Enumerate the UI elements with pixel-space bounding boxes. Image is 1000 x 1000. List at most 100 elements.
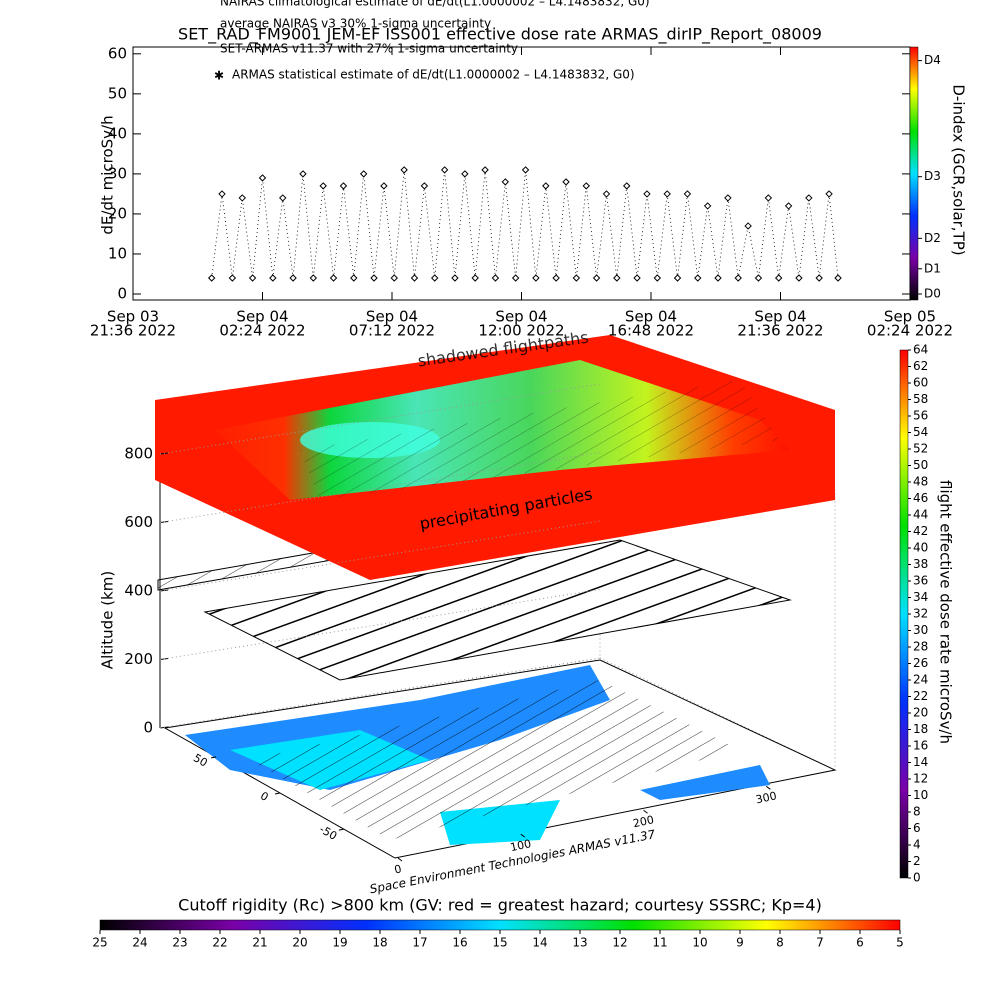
data-point xyxy=(582,182,590,190)
y-tick-label: 20 xyxy=(108,204,127,222)
data-point xyxy=(815,274,823,282)
colorbar-tick-label: 14 xyxy=(913,755,928,769)
data-point xyxy=(269,274,277,282)
data-point xyxy=(207,274,216,282)
data-point xyxy=(329,274,338,282)
rigidity-tick-label: 24 xyxy=(132,936,147,950)
colorbar-tick-label: 16 xyxy=(913,739,928,753)
data-point xyxy=(511,274,520,282)
data-point xyxy=(643,190,651,198)
data-point xyxy=(400,166,408,174)
data-point xyxy=(319,182,327,190)
series-line xyxy=(211,169,839,279)
colorbar-tick-label: 2 xyxy=(913,854,921,868)
colorbar-tick-label: 22 xyxy=(913,689,928,703)
data-point xyxy=(542,182,550,190)
z-tick-label: 800 xyxy=(124,445,153,463)
colorbar-tick-label: 52 xyxy=(913,442,928,456)
data-point xyxy=(218,190,226,198)
colorbar-tick-label: 18 xyxy=(913,722,928,736)
data-point xyxy=(521,166,530,174)
x-tick-label: 21:36 2022 xyxy=(737,322,823,340)
x-tick-label: 02:24 2022 xyxy=(219,322,305,340)
colorbar-tick-label: D0 xyxy=(924,286,941,300)
data-point xyxy=(370,274,378,282)
lon-tick-label: 300 xyxy=(755,789,778,806)
colorbar-tick-label: 0 xyxy=(913,871,921,885)
data-point xyxy=(673,274,682,282)
colorbar-tick-label: 36 xyxy=(913,574,928,588)
z-tick-label: 0 xyxy=(143,719,153,737)
lon-tick xyxy=(520,833,526,838)
rigidity-tick-label: 22 xyxy=(212,936,227,950)
data-point xyxy=(653,274,662,282)
data-point xyxy=(754,274,763,282)
data-point xyxy=(774,274,783,282)
colorbar-tick-label: 64 xyxy=(913,343,928,357)
lon-tick-label: 100 xyxy=(509,837,532,854)
surface-decoration xyxy=(155,335,837,859)
data-point xyxy=(359,170,368,178)
x-tick-label: Sep 04 xyxy=(366,308,418,326)
lon-tick-label: 0 xyxy=(393,862,403,876)
ground-track xyxy=(250,680,740,840)
x-tick-label: 16:48 2022 xyxy=(608,322,694,340)
colorbar-tick-label: 32 xyxy=(913,607,928,621)
rigidity-tick-label: 21 xyxy=(252,936,267,950)
y-tick-label: 0 xyxy=(117,284,127,302)
data-point xyxy=(602,190,611,198)
data-point xyxy=(663,190,671,198)
lat-tick xyxy=(274,792,281,795)
lon-tick xyxy=(643,809,648,814)
rigidity-tick-label: 18 xyxy=(372,936,387,950)
data-point xyxy=(420,182,429,190)
x-tick-label: Sep 04 xyxy=(236,308,288,326)
data-point xyxy=(350,274,358,282)
lat-tick-label: -50 xyxy=(317,823,339,843)
colorbar-tick-label: 6 xyxy=(913,821,921,835)
colorbar-tick-label: D4 xyxy=(924,53,941,67)
colorbar-tick-label: 12 xyxy=(913,772,928,786)
colorbar-label: D-index (GCR,solar,TP) xyxy=(950,84,968,255)
rigidity-tick-label: 8 xyxy=(776,936,784,950)
colorbar-tick-label: 8 xyxy=(913,805,921,819)
y-tick-label: 40 xyxy=(108,124,127,142)
rigidity-tick-label: 19 xyxy=(332,936,347,950)
y-tick-label: 30 xyxy=(108,164,127,182)
data-point xyxy=(834,274,842,282)
colorbar-tick-label: 28 xyxy=(913,640,928,654)
y-tick-label: 50 xyxy=(108,84,127,102)
data-point xyxy=(714,274,722,282)
rigidity-tick-label: 10 xyxy=(692,936,707,950)
y-axis-label: dE/dt microSv/h xyxy=(99,115,117,234)
data-point xyxy=(592,274,601,282)
x-tick-label: Sep 04 xyxy=(754,308,806,326)
colorbar-tick-label: 48 xyxy=(913,475,928,489)
x-tick-label: Sep 03 xyxy=(107,308,159,326)
x-tick-label: 12:00 2022 xyxy=(478,322,564,340)
colorbar-tick-label: 38 xyxy=(913,557,928,571)
colorbar-tick-label: 24 xyxy=(913,673,928,687)
data-point xyxy=(299,170,307,178)
rigidity-tick-label: 20 xyxy=(292,936,307,950)
data-point xyxy=(703,202,712,210)
colorbar-tick-label: D3 xyxy=(924,169,941,183)
data-point xyxy=(289,274,297,282)
chart-title: SET_RAD_FM9001 JEM-EF ISS001 effective d… xyxy=(178,25,822,45)
data-point xyxy=(461,170,469,178)
colorbar-tick-label: 60 xyxy=(913,376,928,390)
data-point xyxy=(279,194,287,202)
data-point xyxy=(724,194,732,202)
data-point xyxy=(339,182,348,190)
rigidity-bar xyxy=(99,919,901,931)
rigidity-tick-label: 13 xyxy=(572,936,587,950)
legend-entry: average NAIRAS v3 30% 1-sigma uncertaint… xyxy=(220,17,491,31)
data-point xyxy=(501,178,510,186)
z-tick-label: 600 xyxy=(124,513,153,531)
colorbar-tick-label: 20 xyxy=(913,706,928,720)
lon-tick-label: 200 xyxy=(632,813,655,830)
data-point xyxy=(451,274,459,282)
rigidity-tick-label: 25 xyxy=(92,936,107,950)
data-point xyxy=(613,274,621,282)
